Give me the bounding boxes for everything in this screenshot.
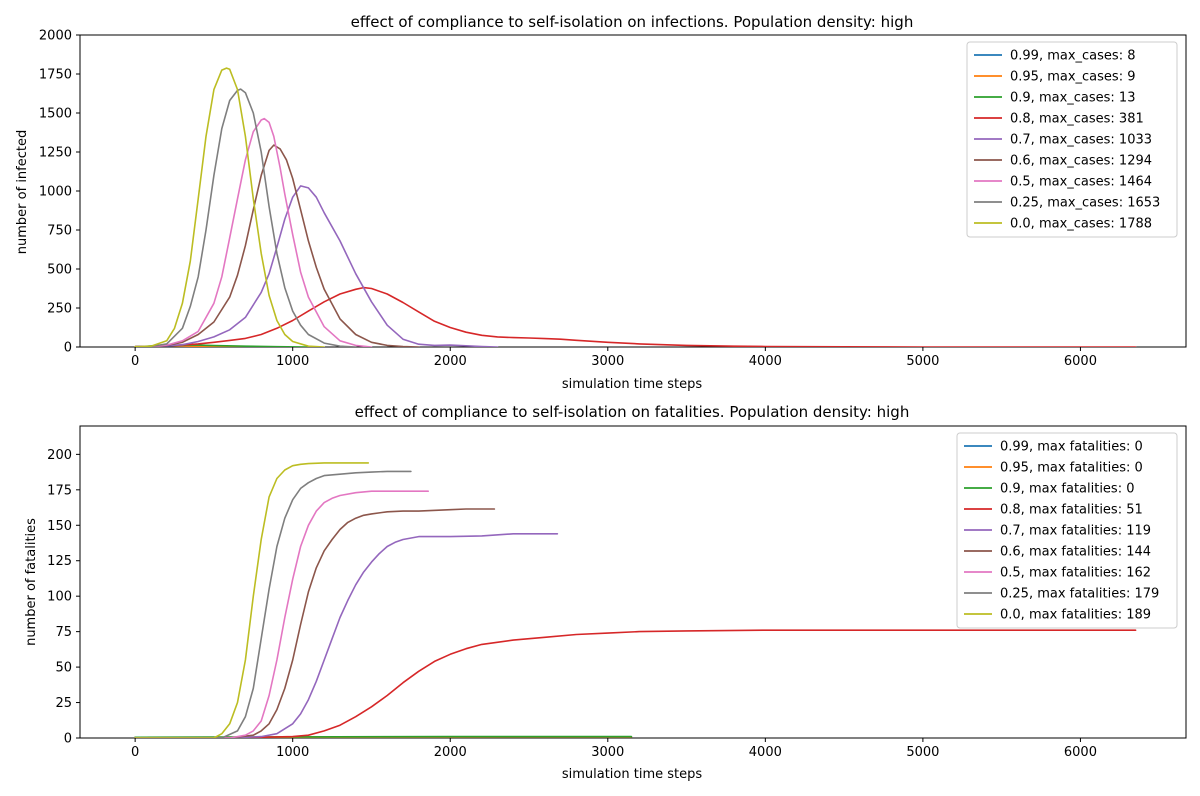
infections-series-line-0_5 — [134, 117, 373, 347]
fatalities-chart-title: effect of compliance to self-isolation o… — [355, 403, 910, 421]
infections-legend-label: 0.0, max_cases: 1788 — [1010, 217, 1152, 232]
infections-y-tick-label: 1250 — [39, 146, 72, 161]
infections-chart: effect of compliance to self-isolation o… — [15, 13, 1187, 392]
infections-legend-label: 0.9, max_cases: 13 — [1010, 91, 1135, 106]
fatalities-series-line-0_6 — [134, 508, 496, 738]
fatalities-x-axis-label: simulation time steps — [562, 767, 703, 782]
infections-y-axis-label: number of infected — [15, 130, 30, 254]
fatalities-y-tick-label: 175 — [47, 483, 72, 498]
infections-legend-label: 0.95, max_cases: 9 — [1010, 70, 1135, 85]
infections-series-line-0_25 — [134, 88, 357, 347]
infections-legend-label: 0.99, max_cases: 8 — [1010, 49, 1135, 64]
fatalities-series-line-0_25 — [134, 470, 412, 738]
infections-legend-label: 0.25, max_cases: 1653 — [1010, 196, 1160, 211]
infections-series-line-0_7 — [134, 185, 499, 347]
infections-series-line-0_6 — [134, 144, 420, 347]
fatalities-y-tick-label: 125 — [47, 554, 72, 569]
fatalities-series-group — [134, 462, 1137, 738]
fatalities-y-tick-label: 100 — [47, 590, 72, 605]
fatalities-series-line-0_5 — [134, 490, 430, 738]
fatalities-legend-label: 0.6, max fatalities: 144 — [1000, 545, 1151, 560]
infections-x-axis-label: simulation time steps — [562, 377, 703, 392]
infections-series-line-0_8 — [134, 286, 1137, 347]
infections-x-tick-label: 1000 — [276, 354, 309, 369]
fatalities-x-tick-label: 6000 — [1064, 745, 1097, 760]
infections-legend-label: 0.7, max_cases: 1033 — [1010, 133, 1152, 148]
infections-y-tick-label: 1500 — [39, 107, 72, 122]
fatalities-y-tick-label: 50 — [55, 661, 72, 676]
fatalities-series-line-0_9 — [134, 735, 633, 738]
fatalities-series-line-0_7 — [134, 532, 559, 738]
infections-y-tick-label: 500 — [47, 263, 72, 278]
infections-series-group — [134, 67, 1137, 347]
infections-legend: 0.99, max_cases: 8 0.95, max_cases: 9 0.9,… — [966, 41, 1178, 238]
infections-legend-label: 0.6, max_cases: 1294 — [1010, 154, 1152, 169]
fatalities-series-line-0_0 — [134, 462, 370, 738]
fatalities-legend-label: 0.9, max fatalities: 0 — [1000, 482, 1135, 497]
infections-x-tick-label: 3000 — [591, 354, 624, 369]
fatalities-x-tick-label: 1000 — [276, 745, 309, 760]
infections-x-tick-label: 0 — [131, 354, 139, 369]
fatalities-y-tick-label: 25 — [55, 696, 72, 711]
fatalities-legend-label: 0.99, max fatalities: 0 — [1000, 440, 1143, 455]
fatalities-legend-box — [956, 432, 1178, 629]
fatalities-x-tick-label: 3000 — [591, 745, 624, 760]
infections-chart-title: effect of compliance to self-isolation o… — [351, 13, 914, 31]
fatalities-axes-frame — [79, 425, 1187, 739]
fatalities-y-tick-label: 150 — [47, 519, 72, 534]
fatalities-legend-label: 0.25, max fatalities: 179 — [1000, 587, 1159, 602]
fatalities-chart: effect of compliance to self-isolation o… — [24, 403, 1187, 782]
infections-y-tick-label: 1750 — [39, 68, 72, 83]
fatalities-legend-label: 0.95, max fatalities: 0 — [1000, 461, 1143, 476]
fatalities-series-line-0_8 — [134, 629, 1137, 738]
infections-y-tick-label: 1000 — [39, 185, 72, 200]
infections-x-tick-label: 4000 — [749, 354, 782, 369]
infections-legend-box — [966, 41, 1178, 238]
infections-y-tick-label: 250 — [47, 302, 72, 317]
infections-x-tick-label: 6000 — [1064, 354, 1097, 369]
fatalities-x-tick-label: 0 — [131, 745, 139, 760]
infections-series-line-0_0 — [134, 67, 326, 347]
fatalities-legend-label: 0.5, max fatalities: 162 — [1000, 566, 1151, 581]
fatalities-legend-label: 0.8, max fatalities: 51 — [1000, 503, 1143, 518]
fatalities-y-tick-label: 75 — [55, 625, 72, 640]
fatalities-x-tick-label: 5000 — [906, 745, 939, 760]
fatalities-x-tick-label: 2000 — [434, 745, 467, 760]
fatalities-legend-label: 0.0, max fatalities: 189 — [1000, 608, 1151, 623]
infections-y-tick-label: 2000 — [39, 29, 72, 44]
fatalities-y-axis-label: number of fatalities — [24, 518, 39, 646]
fatalities-legend: 0.99, max fatalities: 0 0.95, max fatalit… — [956, 432, 1178, 629]
infections-y-tick-label: 750 — [47, 224, 72, 239]
fatalities-legend-label: 0.7, max fatalities: 119 — [1000, 524, 1151, 539]
fatalities-y-tick-label: 0 — [64, 732, 72, 747]
infections-legend-label: 0.8, max_cases: 381 — [1010, 112, 1144, 127]
infections-legend-label: 0.5, max_cases: 1464 — [1010, 175, 1152, 190]
fatalities-y-tick-label: 200 — [47, 448, 72, 463]
infections-x-tick-label: 5000 — [906, 354, 939, 369]
fatalities-x-tick-label: 4000 — [749, 745, 782, 760]
infections-x-tick-label: 2000 — [434, 354, 467, 369]
infections-y-tick-label: 0 — [64, 341, 72, 356]
